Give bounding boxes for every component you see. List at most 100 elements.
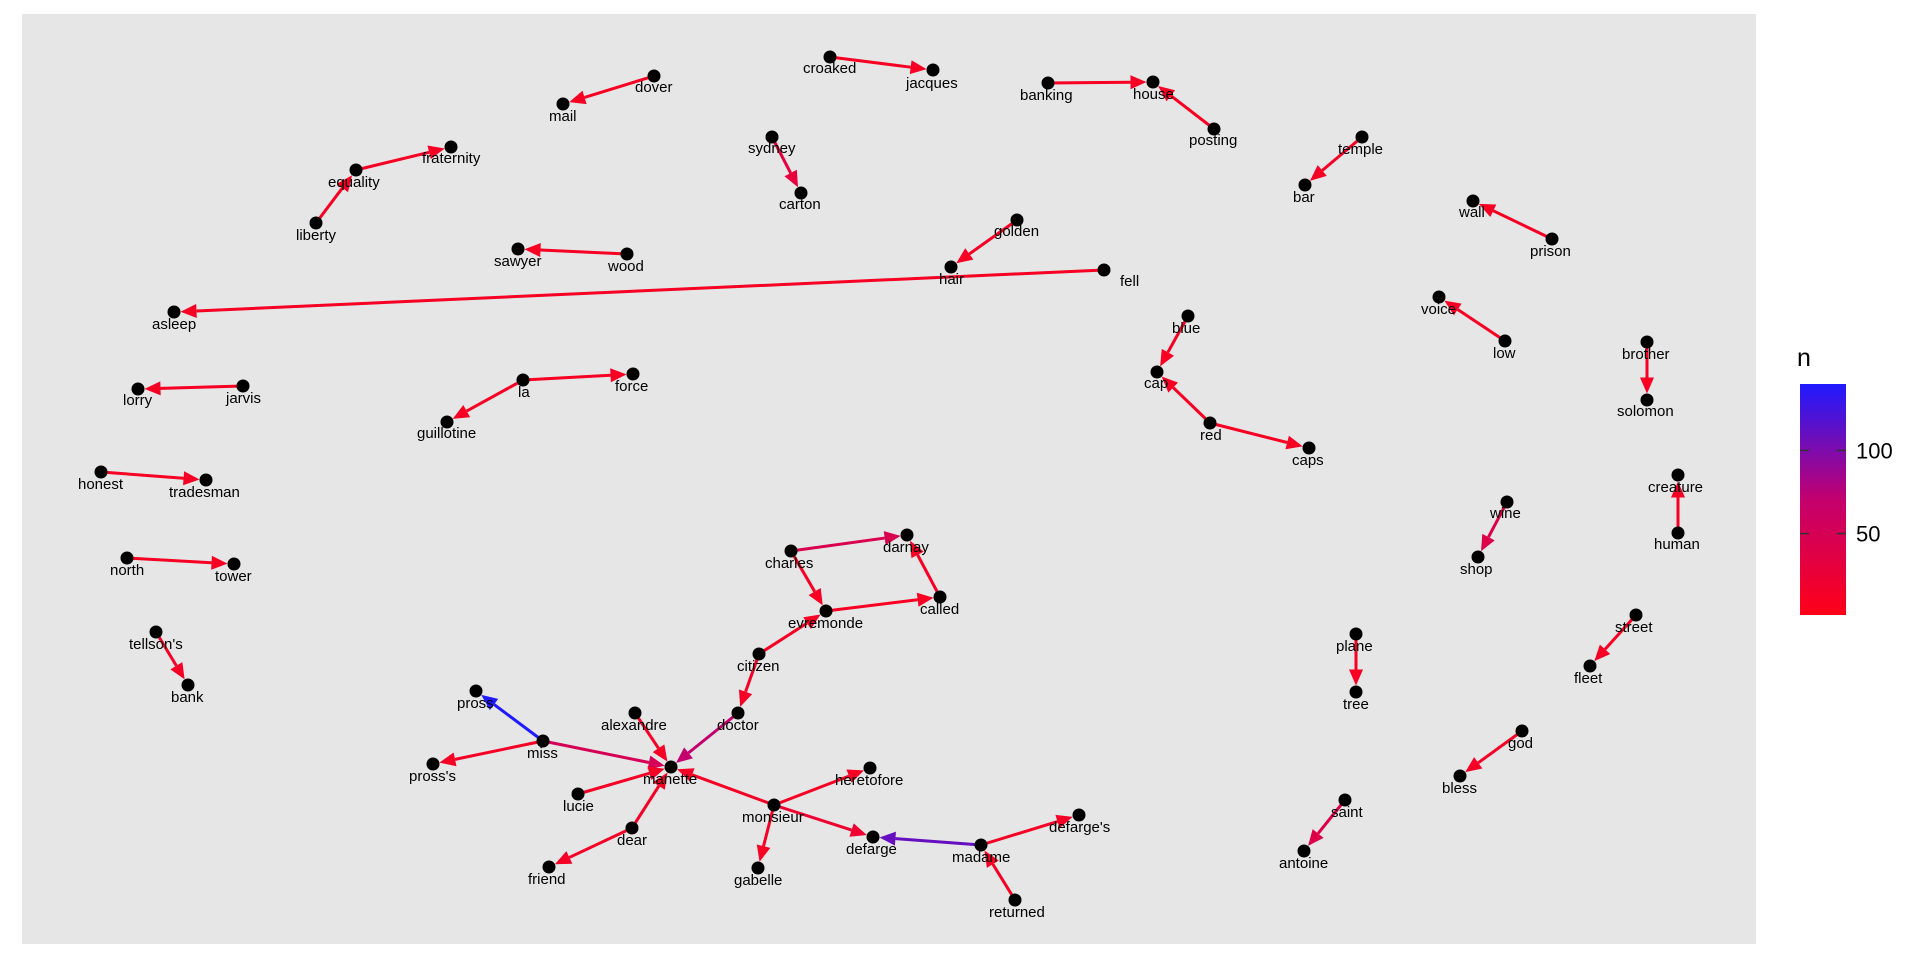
edge-la-guillotine [452,378,524,419]
node-label-lucie: lucie [563,798,594,815]
node-friend [542,860,556,874]
edge-equality-fraternity [355,145,445,172]
node-red [1203,416,1217,430]
edge-line [762,804,776,847]
edge-charles-evremonde [789,550,823,606]
node-label-darnay: darnay [883,539,929,556]
node-darnay [900,528,914,542]
arrowhead-icon [336,175,353,193]
node-label-house: house [1133,86,1174,103]
edge-line [1456,308,1506,343]
arrowhead-icon [647,766,665,780]
node-antoine [1297,844,1311,858]
node-label-prison: prison [1530,243,1571,260]
node-label-tradesman: tradesman [169,484,240,501]
node-brother [1640,335,1654,349]
legend-colorbar [1800,384,1846,615]
arrowhead-icon [879,831,896,846]
node-label-prosss: pross's [409,768,456,785]
node-label-jacques: jacques [905,75,958,92]
edge-miss-pross [481,694,544,743]
edge-line [100,470,184,480]
labels-layer: dover mail croaked jacques banking house posti… [78,60,1703,921]
node-label-god: god [1508,735,1533,752]
node-label-defarges: defarge's [1049,819,1110,836]
edge-north-tower [126,555,228,570]
node-label-posting: posting [1189,132,1237,149]
edge-monsieur-heretofore [773,769,864,807]
node-guillotine [440,415,454,429]
node-label-gabelle: gabelle [734,872,782,889]
arrowhead-icon [1640,377,1654,394]
arrowhead-icon [677,768,695,782]
edge-line [895,837,982,847]
arrowhead-icon [439,752,457,767]
arrowhead-icon [652,744,668,762]
node-label-wall: wall [1458,204,1485,221]
node-label-blue: blue [1172,320,1200,337]
node-fell [1097,263,1111,277]
edge-line [1316,799,1347,835]
plot-panel [22,14,1756,944]
node-label-golden: golden [994,223,1039,240]
edge-line [465,378,524,413]
node-mail [556,97,570,111]
node-tree [1349,685,1363,699]
arrowhead-icon [481,694,499,711]
edge-line [1209,421,1288,444]
edge-line [1169,94,1215,131]
edge-line [1047,80,1131,85]
edge-posting-house [1158,85,1215,131]
edge-red-caps [1209,421,1303,450]
node-voice [1432,290,1446,304]
edge-liberty-equality [314,175,353,224]
arrowhead-icon [808,588,823,606]
edge-line [773,774,850,807]
node-label-red: red [1200,427,1222,444]
edge-line [758,621,808,656]
node-label-friend: friend [528,871,566,888]
node-jacques [926,63,940,77]
edge-golden-hair [956,218,1018,264]
node-label-pross: pross [457,695,494,712]
node-label-voice: voice [1421,301,1456,318]
node-monsieur [767,798,781,812]
arrowhead-icon [784,169,799,188]
node-label-guillotine: guillotine [417,425,476,442]
node-tower [227,557,241,571]
node-label-equality: equality [328,174,380,191]
arrowhead-icon [803,614,821,630]
node-label-cap: cap [1144,375,1168,392]
arrowhead-icon [647,755,665,770]
edge-wine-shop [1481,501,1509,552]
edge-dear-friend [554,826,633,865]
edge-wood-sawyer [524,243,628,258]
node-bless [1453,769,1467,783]
node-label-street: street [1615,619,1653,636]
arrowhead-icon [1130,75,1147,90]
node-label-manette: manette [643,771,697,788]
arrowhead-icon [569,90,587,105]
edge-line [355,150,430,172]
node-label-sawyer: sawyer [494,253,542,270]
edge-line [540,248,628,256]
edge-line [968,218,1018,256]
edge-jarvis-lorry [144,381,244,396]
edge-line [542,739,650,764]
arrowhead-icon [1309,165,1327,181]
node-temple [1355,130,1369,144]
node-asleep [167,305,181,319]
node-label-brother: brother [1622,346,1670,363]
edge-blue-cap [1160,315,1190,367]
edge-line [744,653,761,693]
node-label-hair: hair [939,271,964,288]
node-low [1498,334,1512,348]
edge-saint-antoine [1308,799,1347,846]
arrowhead-icon [1349,669,1363,686]
node-returned [1008,893,1022,907]
node-wine [1500,495,1514,509]
node-label-bank: bank [171,689,204,706]
node-dover [647,69,661,83]
arrowhead-icon [170,662,185,680]
